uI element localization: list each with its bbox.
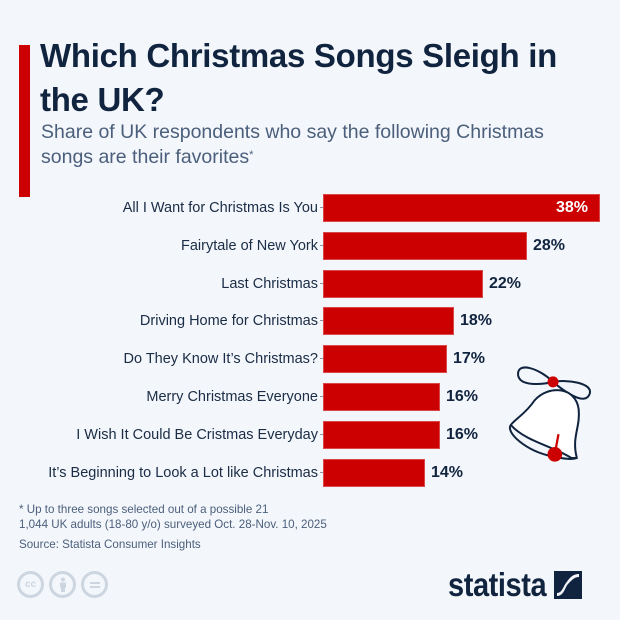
bar-row: All I Want for Christmas Is You 38% bbox=[0, 194, 620, 222]
bar-value-label: 18% bbox=[460, 312, 493, 330]
bar[interactable] bbox=[323, 458, 425, 487]
bar-label: It’s Beginning to Look a Lot like Christ… bbox=[48, 464, 318, 481]
bar-row: Merry Christmas Everyone 16% bbox=[0, 383, 620, 411]
bar[interactable] bbox=[323, 420, 440, 449]
bar[interactable] bbox=[323, 194, 600, 222]
bar-value-label: 38% bbox=[556, 199, 589, 216]
axis-tick bbox=[320, 244, 323, 246]
bar-label: Last Christmas bbox=[221, 275, 318, 292]
bar-row: It’s Beginning to Look a Lot like Christ… bbox=[0, 458, 620, 487]
axis-tick bbox=[320, 433, 323, 435]
bar-label: Fairytale of New York bbox=[180, 237, 318, 254]
footnote-selection: * Up to three songs selected out of a po… bbox=[19, 503, 269, 516]
bar-row: Driving Home for Christmas 18% bbox=[0, 307, 620, 336]
christmas-bell-icon bbox=[508, 366, 591, 462]
bar-chart: All I Want for Christmas Is You 38% Fairyt… bbox=[0, 192, 620, 492]
axis-tick bbox=[320, 396, 323, 397]
bar-label: Merry Christmas Everyone bbox=[146, 389, 318, 405]
subtitle-footnote-marker: * bbox=[249, 149, 254, 161]
bar[interactable] bbox=[323, 307, 454, 336]
source-text: Source: Statista Consumer Insights bbox=[19, 538, 201, 551]
bar-value-label: 16% bbox=[446, 388, 479, 405]
attribution-icon[interactable] bbox=[49, 571, 76, 598]
bar[interactable] bbox=[323, 269, 483, 298]
statista-logo-icon bbox=[553, 571, 582, 599]
no-derivatives-icon[interactable] bbox=[81, 571, 108, 598]
title-accent-bar bbox=[19, 45, 30, 197]
footnote-sample: 1,044 UK adults (18-80 y/o) surveyed Oct… bbox=[19, 518, 327, 531]
bar-label: Do They Know It’s Christmas? bbox=[123, 351, 318, 368]
bar-value-label: 14% bbox=[431, 463, 464, 481]
license-icons: cc bbox=[17, 571, 108, 598]
axis-tick bbox=[320, 282, 323, 284]
bar-label: Driving Home for Christmas bbox=[139, 313, 318, 330]
statista-logo[interactable]: statista bbox=[448, 566, 582, 604]
footnotes: * Up to three songs selected out of a po… bbox=[19, 502, 327, 552]
axis-tick bbox=[320, 471, 323, 473]
subtitle-text: Share of UK respondents who say the foll… bbox=[41, 121, 544, 168]
chart-subtitle: Share of UK respondents who say the foll… bbox=[41, 120, 601, 170]
bar-value-label: 22% bbox=[489, 274, 522, 292]
bar-value-label: 16% bbox=[446, 425, 479, 443]
bar[interactable] bbox=[323, 383, 440, 411]
bar-label: All I Want for Christmas Is You bbox=[122, 200, 318, 216]
bar-row: Last Christmas 22% bbox=[0, 269, 620, 298]
chart-title: Which Christmas Songs Sleigh in the UK? bbox=[40, 37, 557, 118]
bar[interactable] bbox=[323, 345, 447, 374]
axis-tick bbox=[320, 358, 323, 360]
bar[interactable] bbox=[323, 231, 527, 260]
axis-tick bbox=[320, 207, 323, 208]
bar-value-label: 28% bbox=[533, 236, 566, 254]
cc-icon[interactable]: cc bbox=[17, 571, 44, 598]
statista-wordmark: statista bbox=[448, 566, 547, 603]
bar-row: Fairytale of New York 28% bbox=[0, 231, 620, 260]
bar-label: I Wish It Could Be Cristmas Everyday bbox=[76, 426, 318, 443]
bar-row: Do They Know It’s Christmas? 17% bbox=[0, 345, 620, 374]
axis-tick bbox=[320, 320, 323, 322]
bar-row: I Wish It Could Be Cristmas Everyday 16% bbox=[0, 420, 620, 449]
bar-value-label: 17% bbox=[453, 350, 486, 368]
